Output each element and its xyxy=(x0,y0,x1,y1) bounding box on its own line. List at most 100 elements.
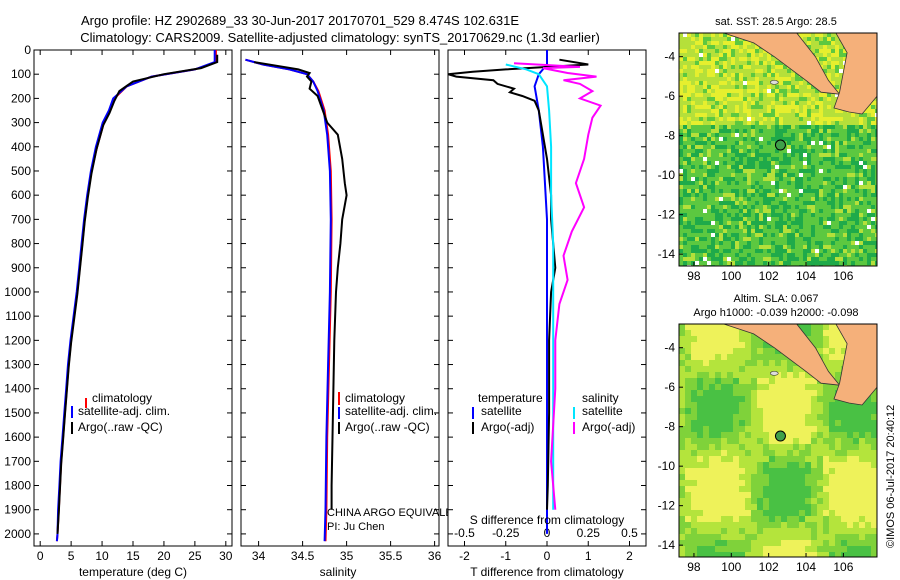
float-program-annotation: CHINA ARGO EQUIVALENT xyxy=(327,507,468,519)
x-tick-label: 25 xyxy=(188,549,202,563)
legend-label-climatology: climatology xyxy=(92,391,152,405)
java-landmass xyxy=(833,324,877,406)
y-tick-label: 1300 xyxy=(4,358,31,372)
float-pi-annotation: PI: Ju Chen xyxy=(327,521,384,533)
y-tick-label: 200 xyxy=(11,91,31,105)
y-tick-label: 400 xyxy=(11,140,31,154)
x-tick-label: -1 xyxy=(500,549,511,563)
x-tick-label: 34.5 xyxy=(291,549,315,563)
y-tick-label: 300 xyxy=(11,116,31,130)
java-landmass xyxy=(833,33,877,115)
sla-map-frame xyxy=(678,323,878,558)
sst-map-title: sat. SST: 28.5 Argo: 28.5 xyxy=(715,16,837,28)
legend-sal-satellite: satellite xyxy=(582,404,623,418)
legend-label-argo: Argo(..raw -QC) xyxy=(345,420,430,434)
top-x-tick-label: -0.5 xyxy=(454,526,475,540)
y-tick-label: 1800 xyxy=(4,479,31,493)
legend-label-argo: Argo(..raw -QC) xyxy=(78,420,163,434)
island xyxy=(769,371,779,376)
legend-sal-argo: Argo(-adj) xyxy=(582,420,635,434)
top-x-tick-label: -0.25 xyxy=(492,526,520,540)
y-tick-label: 800 xyxy=(11,237,31,251)
map-x-tick-label: 104 xyxy=(796,269,816,283)
difference-top-xlabel: S difference from climatology xyxy=(470,513,625,527)
series-line-salinity-argo-adj- xyxy=(513,62,603,510)
y-tick-label: 700 xyxy=(11,212,31,226)
copyright-watermark: ©IMOS 06-Jul-2017 20:40:12 xyxy=(885,405,897,548)
difference-legend: temperature satellite Argo(-adj) salinit… xyxy=(472,391,635,434)
top-x-tick-label: 0.5 xyxy=(621,526,638,540)
x-tick-label: 1 xyxy=(585,549,592,563)
map-x-tick-label: 106 xyxy=(833,560,853,574)
series-line-temperature-argo-adj- xyxy=(447,58,589,510)
map-y-tick-label: -14 xyxy=(658,538,676,552)
map-y-tick-label: -8 xyxy=(664,129,675,143)
map-x-tick-label: 104 xyxy=(796,560,816,574)
legend-label-climatology: climatology xyxy=(345,391,405,405)
temperature-xlabel: temperature (deg C) xyxy=(79,565,187,579)
x-tick-label: 35 xyxy=(340,549,354,563)
y-tick-label: 1500 xyxy=(4,406,31,420)
temperature-axes-frame xyxy=(33,49,233,547)
temperature-legend: climatology satellite-adj. clim. Argo(..… xyxy=(71,391,170,434)
x-tick-label: 20 xyxy=(157,549,171,563)
y-tick-label: 1100 xyxy=(5,309,31,323)
x-tick-label: 30 xyxy=(219,549,233,563)
y-tick-label: 100 xyxy=(11,67,31,81)
sla-map-title-line1: Altim. SLA: 0.067 xyxy=(734,293,819,305)
x-tick-label: 35.5 xyxy=(379,549,403,563)
map-y-tick-label: -10 xyxy=(658,459,676,473)
sumatra-landmass xyxy=(679,33,841,95)
y-tick-label: 500 xyxy=(11,164,31,178)
map-x-tick-label: 98 xyxy=(687,269,701,283)
map-x-tick-label: 98 xyxy=(687,560,701,574)
argo-float-marker xyxy=(774,430,786,442)
legend-temp-argo: Argo(-adj) xyxy=(481,420,534,434)
y-tick-label: 2000 xyxy=(4,527,31,541)
map-y-tick-label: -6 xyxy=(664,89,675,103)
temperature-panel: 0 5 10 15 20 25 300100200300400500600700800900… xyxy=(4,43,233,579)
figure-title-line2: Climatology: CARS2009. Satellite-adjuste… xyxy=(80,30,600,45)
series-line-satellite-adj-clim- xyxy=(245,58,332,542)
legend-label-satellite: satellite-adj. clim. xyxy=(345,404,437,418)
x-tick-label: 36 xyxy=(428,549,442,563)
y-tick-label: 1900 xyxy=(4,503,31,517)
x-tick-label: 15 xyxy=(126,549,140,563)
map-x-tick-label: 102 xyxy=(759,560,779,574)
salinity-xlabel: salinity xyxy=(320,565,357,579)
salinity-axes-frame xyxy=(240,49,440,547)
map-x-tick-label: 102 xyxy=(759,269,779,283)
sla-map-title-line2: Argo h1000: -0.039 h2000: -0.098 xyxy=(693,307,858,319)
x-tick-label: 5 xyxy=(68,549,75,563)
x-tick-label: 0 xyxy=(544,549,551,563)
x-tick-label: 10 xyxy=(95,549,109,563)
legend-temp-satellite: satellite xyxy=(481,404,522,418)
map-x-tick-label: 100 xyxy=(721,560,741,574)
legend-temperature-title: temperature xyxy=(478,391,543,405)
map-y-tick-label: -4 xyxy=(664,341,675,355)
x-tick-label: 0 xyxy=(37,549,44,563)
figure-title-line1: Argo profile: HZ 2902689_33 30-Jun-2017 … xyxy=(81,13,519,28)
x-tick-label: 34 xyxy=(252,549,266,563)
map-y-tick-label: -8 xyxy=(664,420,675,434)
y-tick-label: 900 xyxy=(11,261,31,275)
series-line-argo-raw-qc- xyxy=(254,61,348,510)
salinity-legend: climatology satellite-adj. clim. Argo(..… xyxy=(338,391,437,434)
map-y-tick-label: -12 xyxy=(658,499,676,513)
difference-panel: -2 -1 0 1 2-0.5 -0.25 0 0.25 0.5 S difference fr… xyxy=(447,49,647,579)
y-tick-label: 600 xyxy=(11,188,31,202)
map-y-tick-label: -4 xyxy=(664,50,675,64)
map-y-tick-label: -10 xyxy=(658,168,676,182)
legend-label-satellite: satellite-adj. clim. xyxy=(78,404,170,418)
x-tick-label: -2 xyxy=(459,549,470,563)
map-y-tick-label: -12 xyxy=(658,208,676,222)
y-tick-label: 1600 xyxy=(4,430,31,444)
y-tick-label: 1700 xyxy=(4,454,31,468)
map-y-tick-label: -14 xyxy=(658,247,676,261)
island xyxy=(769,80,779,85)
sst-map-frame xyxy=(678,32,878,267)
difference-xlabel: T difference from climatology xyxy=(470,565,624,579)
salinity-panel: 34 34.5 35 35.5 36 salinity climatology sate… xyxy=(240,49,468,579)
